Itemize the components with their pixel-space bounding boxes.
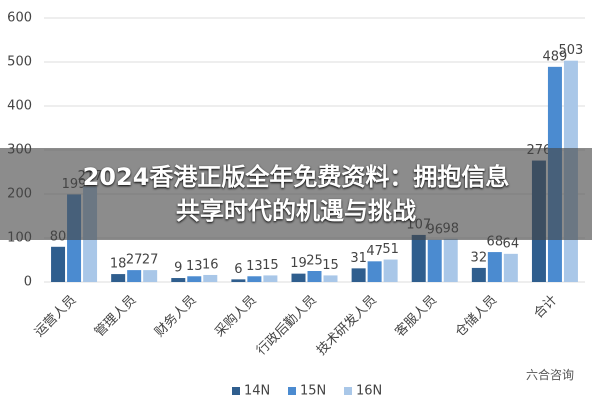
bar	[323, 275, 338, 282]
x-tick-label: 行政后勤人员	[254, 293, 320, 359]
value-label: 489	[543, 49, 568, 64]
bar	[171, 278, 186, 282]
value-label: 13	[186, 259, 203, 274]
bar	[427, 239, 442, 282]
legend-swatch	[232, 387, 240, 395]
value-label: 503	[559, 43, 584, 58]
x-tick-label: 仓储人员	[453, 293, 500, 340]
value-label: 15	[262, 258, 279, 273]
bar	[111, 274, 126, 282]
value-label: 27	[142, 253, 159, 268]
x-tick-label: 技术研发人员	[313, 292, 379, 358]
x-tick-label: 管理人员	[92, 293, 139, 340]
bar	[231, 279, 246, 282]
value-label: 47	[366, 244, 383, 259]
value-label: 13	[246, 259, 263, 274]
legend-label: 16N	[356, 384, 382, 399]
value-label: 27	[126, 253, 143, 268]
value-label: 18	[110, 257, 127, 272]
bar	[187, 276, 202, 282]
value-label: 6	[234, 262, 242, 277]
y-tick-label: 0	[24, 275, 32, 290]
legend-swatch	[288, 387, 296, 395]
overlay-band	[0, 148, 592, 240]
bar	[383, 259, 398, 282]
value-label: 51	[382, 242, 399, 257]
bar	[263, 275, 278, 282]
bar	[51, 246, 66, 282]
bar	[443, 238, 458, 282]
value-label: 16	[202, 257, 219, 272]
legend-label: 14N	[244, 384, 270, 399]
legend-label: 15N	[300, 384, 326, 399]
x-tick-label: 客服人员	[392, 292, 440, 340]
bar	[351, 268, 366, 282]
bar	[127, 270, 142, 282]
y-tick-label: 500	[7, 55, 32, 70]
bar	[143, 270, 158, 282]
y-tick-label: 400	[7, 99, 32, 114]
bar	[203, 274, 218, 282]
x-tick-label: 采购人员	[212, 292, 260, 340]
x-tick-label: 运营人员	[32, 293, 79, 340]
bar	[411, 234, 426, 282]
bar	[307, 271, 322, 282]
bar	[291, 273, 306, 282]
watermark: 六合咨询	[525, 368, 574, 382]
value-label: 32	[471, 250, 488, 265]
overlay-title: 2024香港正版全年免费资料：拥抱信息共享时代的机遇与挑战	[82, 163, 510, 225]
bar	[247, 276, 262, 282]
y-tick-label: 600	[7, 11, 32, 26]
bar	[367, 261, 382, 282]
value-label: 31	[350, 251, 367, 266]
value-label: 19	[290, 256, 307, 271]
bar	[471, 267, 486, 282]
value-label: 9	[174, 261, 182, 276]
bar	[487, 252, 502, 282]
value-label: 64	[503, 236, 520, 251]
legend-swatch	[344, 387, 352, 395]
value-label: 25	[306, 254, 323, 269]
x-tick-label: 财务人员	[151, 292, 199, 340]
bar	[503, 253, 518, 282]
x-tick-label: 合计	[531, 293, 560, 322]
value-label: 15	[322, 258, 339, 273]
